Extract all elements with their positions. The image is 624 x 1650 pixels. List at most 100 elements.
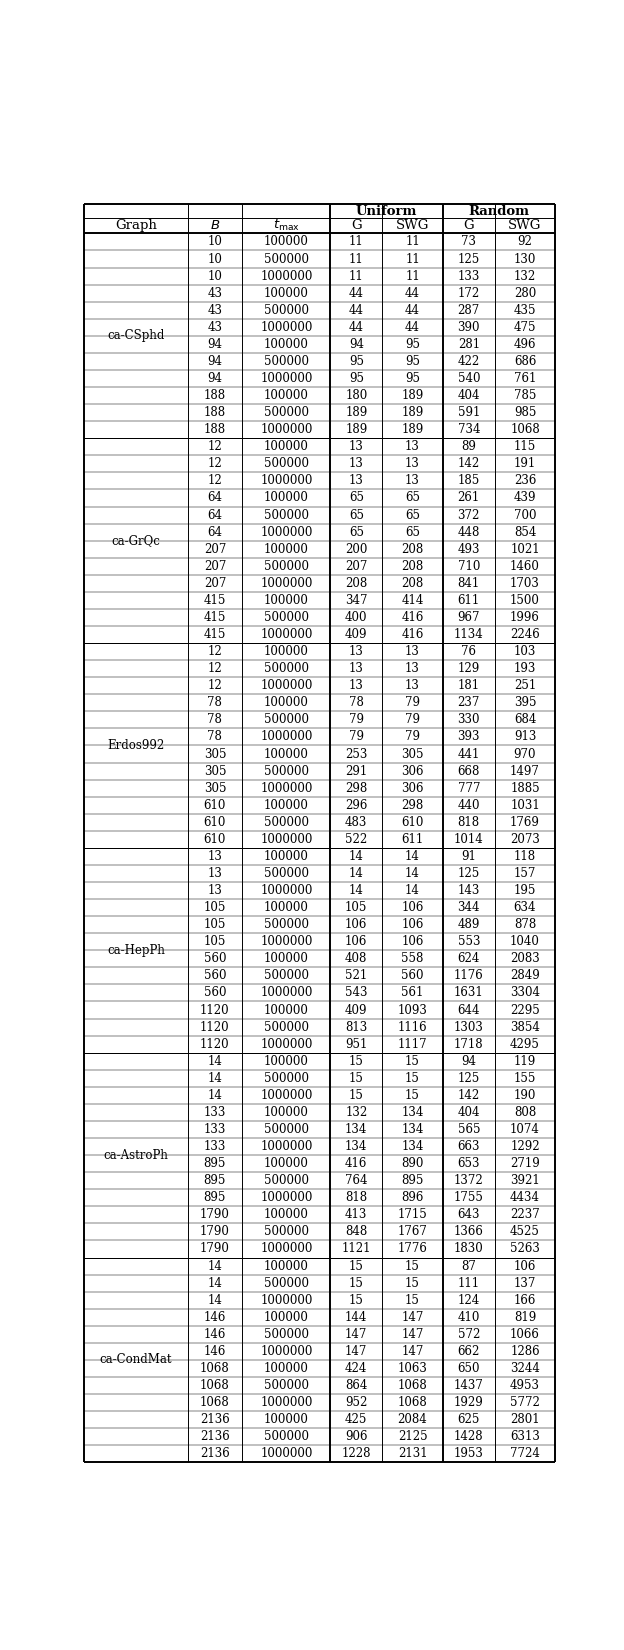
- Text: 1021: 1021: [510, 543, 540, 556]
- Text: 105: 105: [203, 901, 226, 914]
- Text: 15: 15: [349, 1294, 364, 1307]
- Text: 540: 540: [457, 371, 480, 384]
- Text: 261: 261: [457, 492, 480, 505]
- Text: 558: 558: [401, 952, 424, 965]
- Text: 157: 157: [514, 866, 536, 879]
- Text: 305: 305: [401, 747, 424, 761]
- Text: 14: 14: [405, 850, 420, 863]
- Text: 1040: 1040: [510, 936, 540, 949]
- Text: 634: 634: [514, 901, 536, 914]
- Text: 4525: 4525: [510, 1226, 540, 1239]
- Text: 1000000: 1000000: [260, 1447, 313, 1460]
- Text: 10: 10: [208, 252, 222, 266]
- Text: 65: 65: [405, 492, 420, 505]
- Text: 195: 195: [514, 884, 536, 898]
- Text: 15: 15: [349, 1259, 364, 1272]
- Text: 390: 390: [457, 320, 480, 333]
- Text: 106: 106: [401, 936, 424, 949]
- Text: 414: 414: [401, 594, 424, 607]
- Text: 841: 841: [457, 578, 480, 589]
- Text: 500000: 500000: [264, 304, 309, 317]
- Text: 4434: 4434: [510, 1191, 540, 1204]
- Text: 100000: 100000: [264, 1157, 309, 1170]
- Text: 207: 207: [345, 559, 368, 573]
- Text: 12: 12: [208, 680, 222, 693]
- Text: 13: 13: [349, 662, 364, 675]
- Text: 91: 91: [461, 850, 476, 863]
- Text: 1428: 1428: [454, 1431, 484, 1444]
- Text: 650: 650: [457, 1361, 480, 1374]
- Text: 1000000: 1000000: [260, 269, 313, 282]
- Text: 1755: 1755: [454, 1191, 484, 1204]
- Text: 1000000: 1000000: [260, 782, 313, 795]
- Text: 1000000: 1000000: [260, 833, 313, 846]
- Text: 489: 489: [457, 917, 480, 931]
- Text: 611: 611: [457, 594, 480, 607]
- Text: 1074: 1074: [510, 1124, 540, 1135]
- Text: 94: 94: [461, 1054, 476, 1068]
- Text: 952: 952: [345, 1396, 368, 1409]
- Text: 10: 10: [208, 236, 222, 249]
- Text: 64: 64: [207, 526, 222, 538]
- Text: Random: Random: [469, 205, 530, 218]
- Text: 305: 305: [203, 782, 226, 795]
- Text: 500000: 500000: [264, 1379, 309, 1393]
- Text: 1000000: 1000000: [260, 629, 313, 642]
- Text: 14: 14: [208, 1089, 222, 1102]
- Text: 296: 296: [345, 799, 368, 812]
- Text: 134: 134: [345, 1124, 368, 1135]
- Text: 985: 985: [514, 406, 536, 419]
- Text: 13: 13: [208, 884, 222, 898]
- Text: 1068: 1068: [510, 422, 540, 436]
- Text: 410: 410: [457, 1310, 480, 1323]
- Text: 493: 493: [457, 543, 480, 556]
- Text: 3921: 3921: [510, 1175, 540, 1188]
- Text: 189: 189: [401, 422, 424, 436]
- Text: 500000: 500000: [264, 559, 309, 573]
- Text: 11: 11: [405, 252, 420, 266]
- Text: 500000: 500000: [264, 1124, 309, 1135]
- Text: 105: 105: [203, 917, 226, 931]
- Text: 1134: 1134: [454, 629, 484, 642]
- Text: 95: 95: [405, 371, 420, 384]
- Text: 15: 15: [349, 1277, 364, 1290]
- Text: 237: 237: [457, 696, 480, 710]
- Text: 1063: 1063: [397, 1361, 427, 1374]
- Text: 133: 133: [203, 1140, 226, 1153]
- Text: 500000: 500000: [264, 610, 309, 624]
- Text: 415: 415: [203, 610, 226, 624]
- Text: 2073: 2073: [510, 833, 540, 846]
- Text: 106: 106: [345, 917, 368, 931]
- Text: 1286: 1286: [510, 1345, 540, 1358]
- Text: 146: 146: [203, 1310, 226, 1323]
- Text: 298: 298: [345, 782, 368, 795]
- Text: 500000: 500000: [264, 508, 309, 521]
- Text: 500000: 500000: [264, 662, 309, 675]
- Text: 951: 951: [345, 1038, 368, 1051]
- Text: 1000000: 1000000: [260, 731, 313, 744]
- Text: 100000: 100000: [264, 543, 309, 556]
- Text: 188: 188: [204, 406, 226, 419]
- Text: 15: 15: [405, 1277, 420, 1290]
- Text: 251: 251: [514, 680, 536, 693]
- Text: 1000000: 1000000: [260, 1396, 313, 1409]
- Text: 1776: 1776: [397, 1242, 427, 1256]
- Text: 100000: 100000: [264, 1412, 309, 1426]
- Text: 572: 572: [457, 1328, 480, 1341]
- Text: 1068: 1068: [397, 1396, 427, 1409]
- Text: G: G: [464, 219, 474, 233]
- Text: 291: 291: [345, 764, 368, 777]
- Text: 280: 280: [514, 287, 536, 300]
- Text: 500000: 500000: [264, 917, 309, 931]
- Text: 43: 43: [207, 304, 222, 317]
- Text: 1631: 1631: [454, 987, 484, 1000]
- Text: 416: 416: [401, 610, 424, 624]
- Text: SWG: SWG: [509, 219, 542, 233]
- Text: 106: 106: [401, 901, 424, 914]
- Text: 208: 208: [401, 543, 424, 556]
- Text: 2136: 2136: [200, 1431, 230, 1444]
- Text: 100000: 100000: [264, 747, 309, 761]
- Text: 106: 106: [345, 936, 368, 949]
- Text: 662: 662: [457, 1345, 480, 1358]
- Text: 134: 134: [345, 1140, 368, 1153]
